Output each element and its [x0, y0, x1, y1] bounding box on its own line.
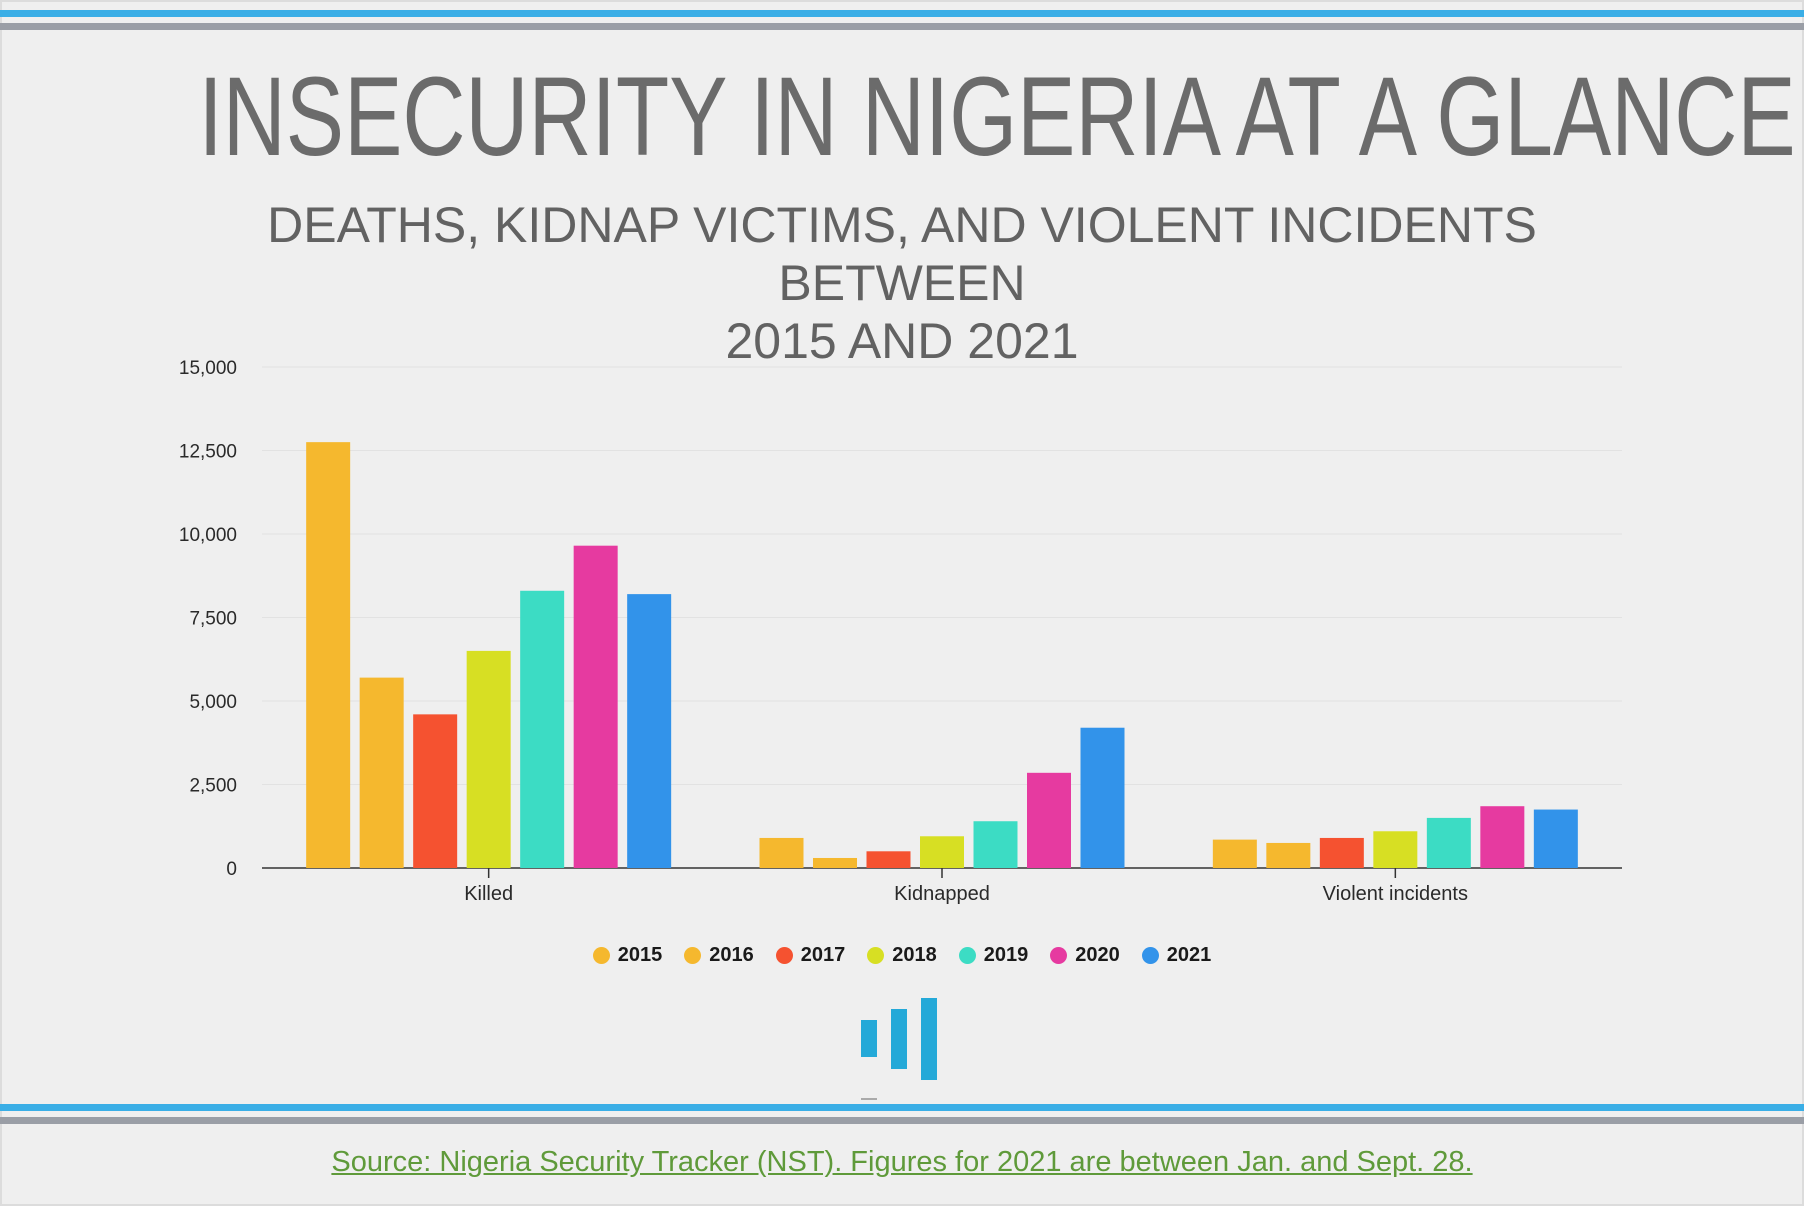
legend-swatch [1141, 947, 1159, 964]
bottom-blue-stripe [0, 1104, 1804, 1111]
bar-violent-incidents-2021 [1533, 809, 1578, 868]
legend-item-2020: 2020 [1050, 944, 1120, 967]
bar-killed-2021 [627, 594, 672, 868]
y-tick-label: 7,500 [189, 609, 237, 630]
bottom-gray-stripe [0, 1117, 1804, 1124]
top-gray-stripe [0, 23, 1804, 30]
bar-killed-2020 [573, 545, 618, 868]
legend-item-2019: 2019 [958, 944, 1029, 967]
y-tick-label: 0 [226, 859, 237, 880]
bar-killed-2019 [520, 590, 565, 868]
y-tick-label: 12,500 [179, 442, 237, 463]
y-tick-label: 2,500 [189, 776, 237, 797]
legend-swatch [958, 947, 976, 964]
legend-item-2015: 2015 [592, 944, 663, 967]
bar-killed-2017 [413, 714, 458, 868]
page-subtitle: DEATHS, KIDNAP VICTIMS, AND VIOLENT INCI… [252, 196, 1552, 370]
subtitle-line-2: 2015 AND 2021 [725, 313, 1079, 369]
page-title: INSECURITY IN NIGERIA AT A GLANCE [198, 54, 1796, 179]
bar-killed-2018 [466, 650, 511, 868]
bar-kidnapped-2018 [920, 836, 964, 868]
x-tick-label: Violent incidents [1323, 883, 1468, 905]
bar-violent-incidents-2019 [1426, 817, 1471, 868]
logo-bar-1 [861, 1020, 877, 1057]
legend-label: 2015 [617, 944, 663, 966]
legend-item-2021: 2021 [1141, 944, 1212, 967]
bar-kidnapped-2017 [866, 851, 911, 868]
legend-swatch [1050, 947, 1068, 964]
legend-label: 2019 [983, 944, 1029, 966]
legend-swatch [684, 947, 702, 964]
bar-killed-2015 [306, 442, 351, 868]
legend-swatch [867, 947, 885, 964]
y-tick-label: 15,000 [179, 358, 237, 379]
bar-kidnapped-2020 [1027, 772, 1071, 868]
logo-underline [861, 1098, 877, 1100]
legend-item-2016: 2016 [684, 944, 754, 967]
logo-bar-2 [891, 1009, 907, 1069]
legend-swatch [775, 947, 793, 964]
subtitle-line-1: DEATHS, KIDNAP VICTIMS, AND VIOLENT INCI… [267, 197, 1537, 311]
bar-kidnapped-2019 [973, 821, 1018, 868]
bar-violent-incidents-2018 [1373, 831, 1418, 868]
bar-kidnapped-2021 [1080, 727, 1125, 868]
source-link[interactable]: Source: Nigeria Security Tracker (NST). … [331, 1146, 1473, 1178]
legend-item-2018: 2018 [867, 944, 937, 967]
y-tick-label: 5,000 [189, 692, 237, 713]
bar-violent-incidents-2016 [1266, 842, 1311, 868]
bar-kidnapped-2015 [759, 837, 804, 868]
bar-violent-incidents-2020 [1480, 806, 1525, 868]
bar-killed-2016 [359, 677, 404, 868]
legend-swatch [592, 947, 610, 964]
legend-item-2017: 2017 [775, 944, 846, 967]
legend-label: 2016 [709, 944, 754, 966]
top-blue-stripe [0, 10, 1804, 17]
x-tick-label: Kidnapped [894, 883, 990, 905]
logo-bar-3 [921, 998, 937, 1080]
legend-label: 2017 [800, 944, 846, 966]
x-tick-label: Killed [464, 883, 513, 905]
legend-label: 2021 [1166, 944, 1212, 966]
y-tick-label: 10,000 [179, 525, 237, 546]
bar-violent-incidents-2017 [1319, 837, 1364, 868]
bar-violent-incidents-2015 [1212, 839, 1257, 868]
chart-legend: 2015 2016 2017 2018 2019 2020 2021 [0, 944, 1804, 967]
legend-label: 2018 [892, 944, 937, 966]
bar-kidnapped-2016 [813, 857, 857, 868]
legend-label: 2020 [1075, 944, 1120, 966]
